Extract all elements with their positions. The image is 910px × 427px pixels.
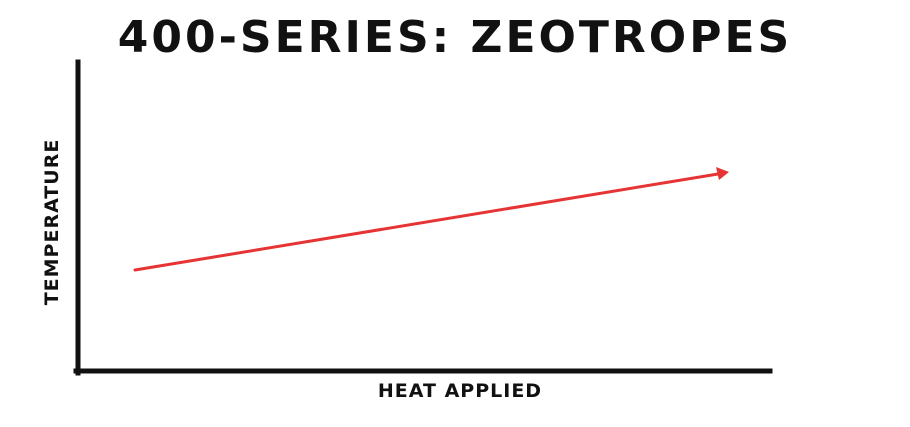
x-axis-label: HEAT APPLIED	[377, 380, 543, 402]
temperature-rise-line	[133, 172, 720, 272]
arrowhead-right-icon	[716, 167, 729, 180]
y-axis-label: TEMPERATURE	[41, 138, 63, 306]
page-title: 400-SERIES: ZEOTROPES	[117, 12, 793, 63]
